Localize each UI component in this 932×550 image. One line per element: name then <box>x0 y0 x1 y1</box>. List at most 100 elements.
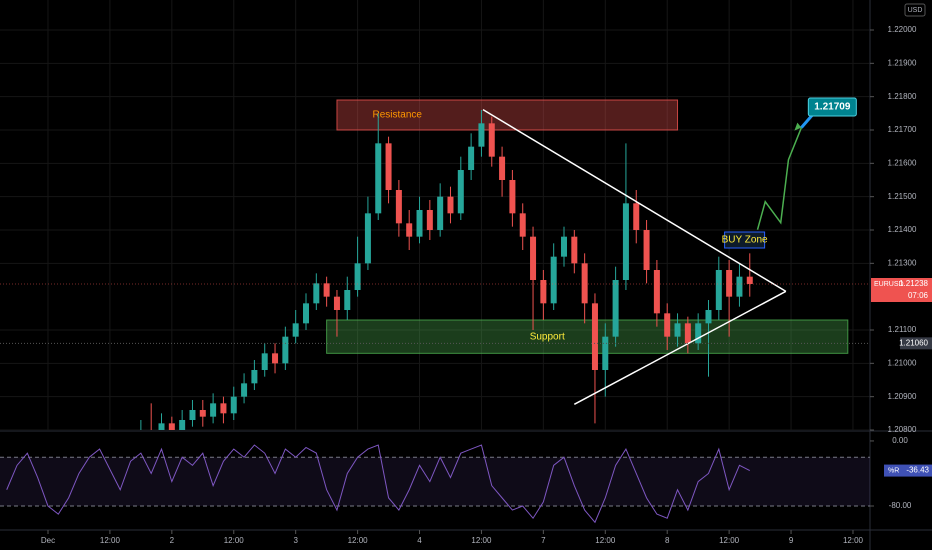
price-pane: Resistance Support BUY Zone 1.21709 <box>0 0 870 457</box>
zone-label: Support <box>530 331 565 342</box>
x-tick-label: 12:00 <box>719 536 740 545</box>
candle-body <box>530 236 537 280</box>
callout-text: BUY Zone <box>722 235 768 246</box>
candle-body <box>468 146 475 170</box>
candle-body <box>664 313 671 337</box>
candle-body <box>591 303 598 370</box>
symbol-label: EURUSD <box>874 281 904 288</box>
candle-body <box>499 156 506 180</box>
x-tick-label: 2 <box>170 536 175 545</box>
y-tick-label: 0.00 <box>892 436 908 445</box>
y-tick-label: 1.21600 <box>888 158 917 167</box>
candle-body <box>426 210 433 230</box>
candle-body <box>643 230 650 270</box>
candle-body <box>395 190 402 224</box>
candle-body <box>488 123 495 157</box>
candle-body <box>705 310 712 324</box>
candle-body <box>168 423 175 430</box>
candle-body <box>230 396 237 414</box>
candle-body <box>364 213 371 264</box>
candle-body <box>715 270 722 310</box>
candle-body <box>736 276 743 297</box>
candle-body <box>251 370 258 384</box>
y-tick-label: -80.00 <box>889 501 912 510</box>
y-tick-label: 1.21500 <box>888 192 917 201</box>
target-label: 1.21709 <box>814 102 851 113</box>
candle-body <box>313 283 320 304</box>
candle-body <box>457 170 464 214</box>
candle-body <box>509 180 516 214</box>
y-tick-label: 1.21700 <box>888 125 917 134</box>
candle-body <box>272 353 279 364</box>
candle-body <box>633 203 640 230</box>
x-tick-label: 12:00 <box>348 536 369 545</box>
candle-body <box>478 123 485 147</box>
x-tick-label: 3 <box>293 536 298 545</box>
candle-body <box>519 213 526 237</box>
candle-body <box>602 336 609 370</box>
x-tick-label: 12:00 <box>471 536 492 545</box>
x-tick-label: 12:00 <box>100 536 121 545</box>
candle-body <box>354 263 361 290</box>
projection-path <box>756 127 803 230</box>
candle-body <box>261 353 268 370</box>
currency: USD <box>908 7 923 14</box>
candle-body <box>695 323 702 344</box>
candle-body <box>97 447 103 457</box>
y-tick-label: 1.21300 <box>888 258 917 267</box>
candle-body <box>406 223 413 237</box>
candle-body <box>561 236 568 257</box>
x-tick-label: 4 <box>417 536 422 545</box>
x-tick-label: 7 <box>541 536 546 545</box>
candle-body <box>302 303 309 324</box>
candle-body <box>282 336 289 364</box>
candle-body <box>210 403 217 417</box>
candle-body <box>540 280 547 304</box>
y-tick-label: 1.21000 <box>888 358 917 367</box>
candle-body <box>571 236 578 264</box>
candle-body <box>333 296 340 310</box>
arrow-head <box>794 122 802 131</box>
currency-box <box>904 3 926 17</box>
countdown: 07:06 <box>908 291 929 300</box>
x-tick-label: 8 <box>665 536 670 545</box>
y-tick-label: 1.22000 <box>888 25 917 34</box>
candle-body <box>344 290 351 310</box>
candle-body <box>375 143 382 214</box>
candle-body <box>292 323 299 337</box>
candle-body <box>158 423 165 430</box>
zone <box>336 99 679 131</box>
x-tick-label: 9 <box>789 536 794 545</box>
candle-body <box>189 410 196 420</box>
callout-box <box>724 231 766 249</box>
williams-r-line <box>6 444 750 524</box>
candle-body <box>653 270 660 314</box>
y-tick-label: 1.21900 <box>888 58 917 67</box>
candle-body <box>179 420 186 430</box>
zone-label: Resistance <box>373 110 423 121</box>
candle-body <box>437 196 444 230</box>
y-tick-label: 1.21800 <box>888 92 917 101</box>
candle-body <box>241 383 248 397</box>
last-price-label: 1.21238 <box>899 279 928 288</box>
candle-body <box>612 280 619 337</box>
candle-body <box>385 143 392 190</box>
indicator-name: %R <box>888 467 899 474</box>
candle-body <box>581 263 588 304</box>
y-tick-label: 1.20800 <box>888 425 917 434</box>
marked-price-label: 1.21060 <box>899 338 928 347</box>
indicator-value: -36.43 <box>906 466 929 475</box>
candle-body <box>107 450 113 457</box>
y-tick-label: 1.21400 <box>888 225 917 234</box>
candle-body <box>674 323 681 337</box>
y-tick-label: 1.20900 <box>888 392 917 401</box>
x-tick-label: 12:00 <box>595 536 616 545</box>
candle-body <box>550 256 557 304</box>
candle-body <box>138 430 144 443</box>
candle-body <box>746 276 753 284</box>
candle-body <box>684 323 691 344</box>
zone <box>326 319 849 354</box>
target-box <box>807 97 857 117</box>
x-tick-label: 12:00 <box>843 536 864 545</box>
y-tick-label: 1.21100 <box>888 325 917 334</box>
